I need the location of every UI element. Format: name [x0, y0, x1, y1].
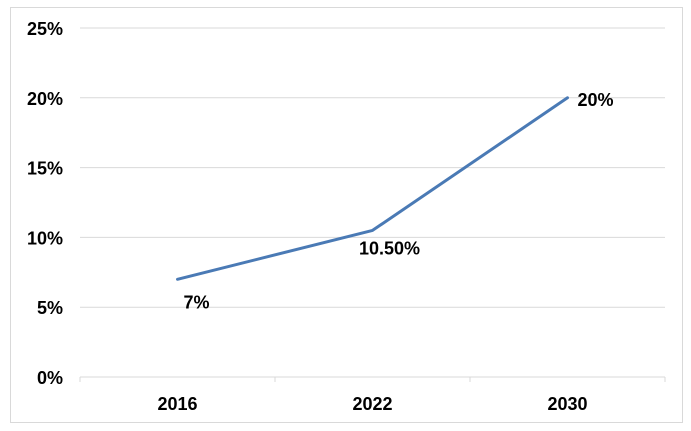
x-tick-label: 2022	[352, 394, 392, 414]
y-tick-label: 0%	[37, 368, 63, 388]
y-tick-label: 25%	[27, 19, 63, 39]
y-tick-label: 15%	[27, 159, 63, 179]
x-tick-label: 2030	[547, 394, 587, 414]
series	[176, 96, 569, 281]
gridlines	[80, 27, 665, 308]
series-line	[176, 96, 569, 281]
y-tick-label: 20%	[27, 89, 63, 109]
data-label: 7%	[183, 292, 209, 312]
y-tick-label: 5%	[37, 298, 63, 318]
x-tick-label: 2016	[157, 394, 197, 414]
chart-frame	[10, 7, 683, 423]
labels: 7% 10.50% 20%	[183, 90, 613, 312]
y-tick-label: 10%	[27, 228, 63, 248]
data-label: 10.50%	[359, 238, 420, 258]
axes: 0% 5% 10% 15% 20% 25% 2016 2022 2030	[27, 19, 666, 414]
data-label: 20%	[578, 90, 614, 110]
